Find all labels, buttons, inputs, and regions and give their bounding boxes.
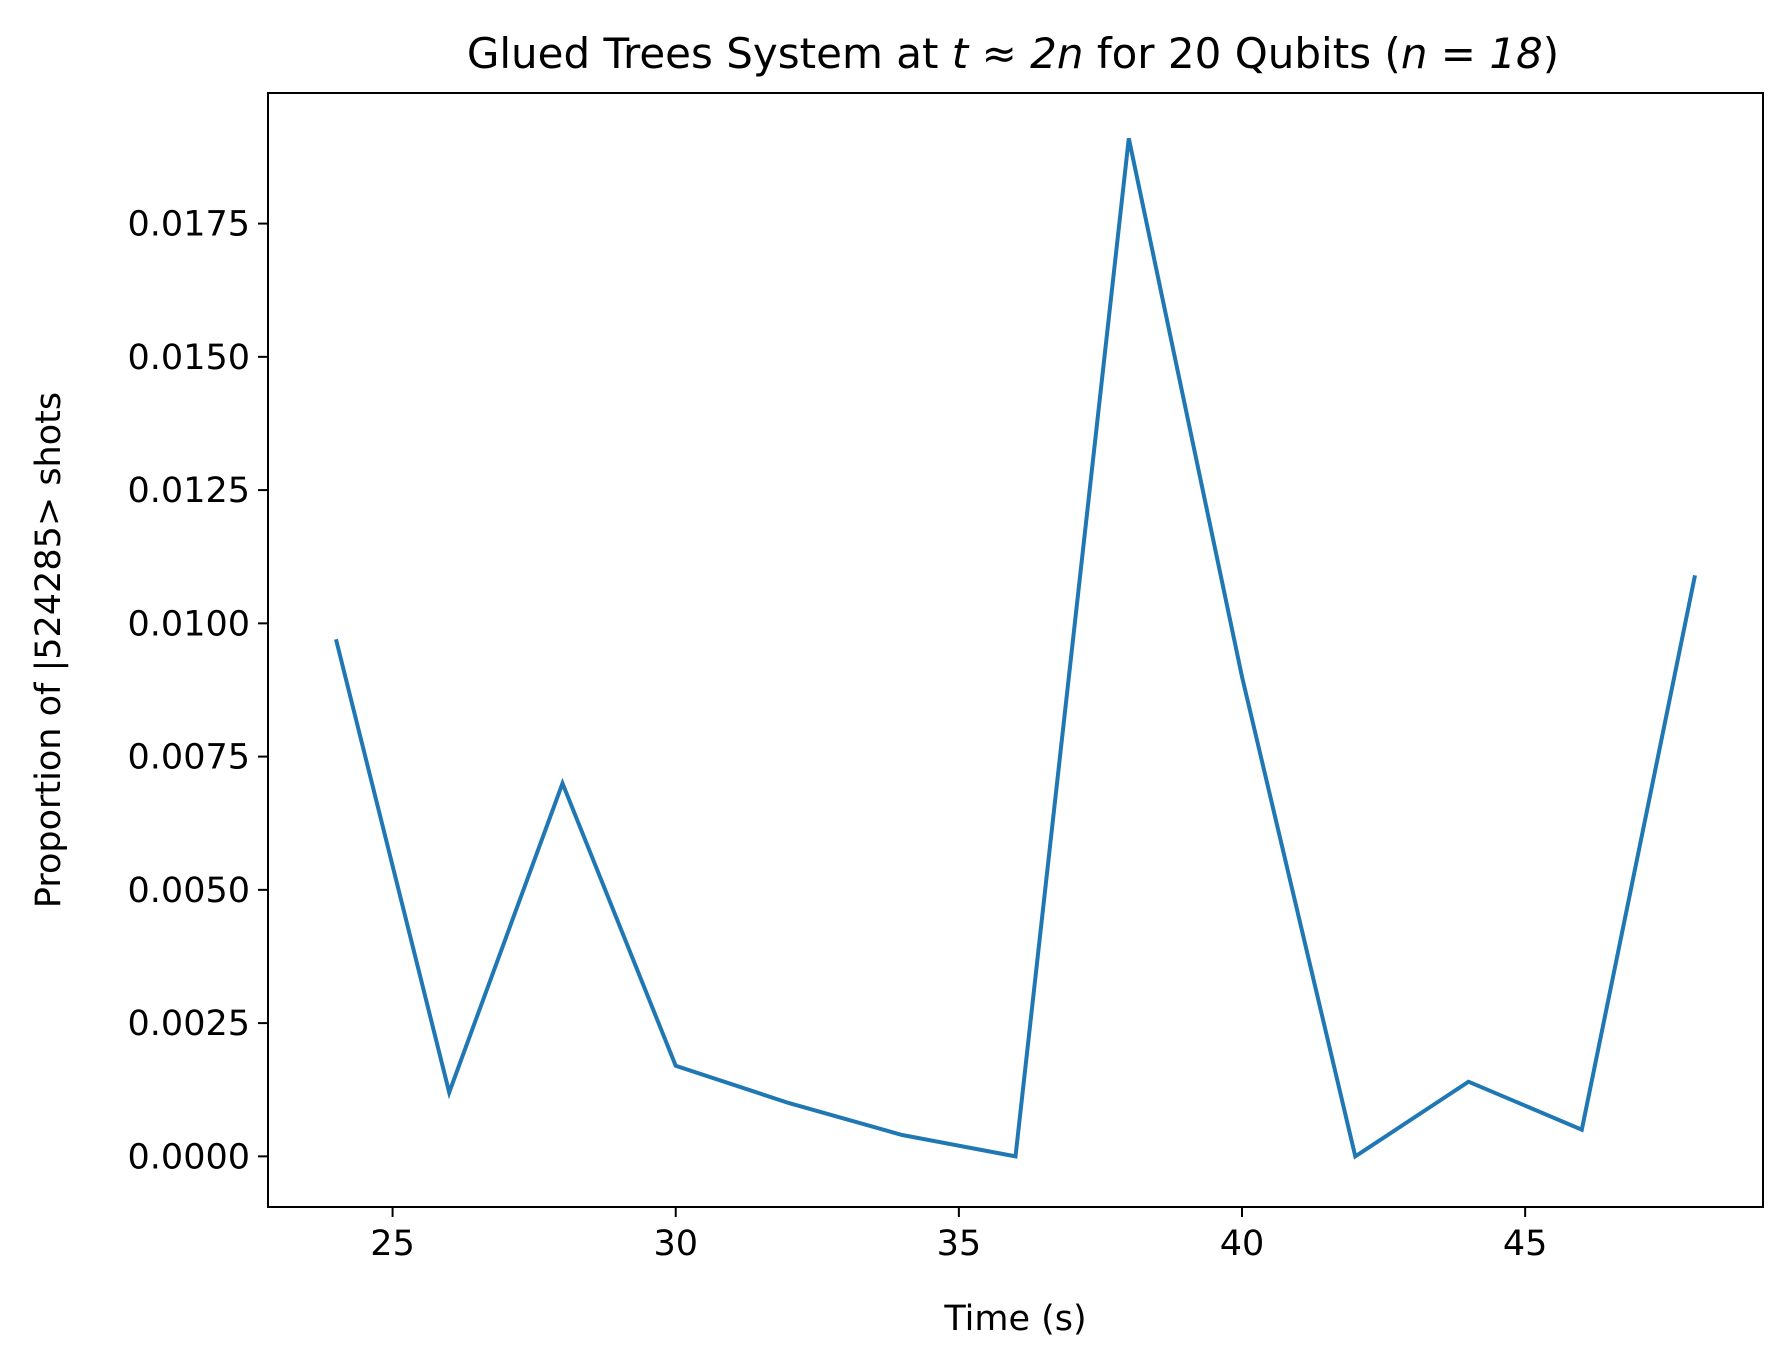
- y-axis-label: Proportion of |524285> shots: [29, 392, 69, 908]
- x-tick-label: 30: [653, 1224, 698, 1264]
- x-tick-label: 35: [937, 1224, 982, 1264]
- title-suffix: ): [1543, 29, 1559, 78]
- y-tick-label: 0.0000: [128, 1137, 250, 1177]
- y-tick-label: 0.0075: [128, 738, 250, 778]
- y-tick-label: 0.0125: [128, 471, 250, 511]
- plot-area: [334, 137, 1697, 1160]
- y-axis-ticks: 0.0000 0.0025 0.0050 0.0075 0.0100 0.0125 0.01…: [128, 205, 268, 1177]
- y-tick-label: 0.0100: [128, 604, 250, 644]
- y-tick-label: 0.0150: [128, 338, 250, 378]
- title-middle: for 20 Qubits (: [1083, 29, 1400, 78]
- series-line: [334, 137, 1697, 1160]
- x-tick-label: 25: [370, 1224, 415, 1264]
- x-axis-ticks: 25 30 35 40 45: [370, 1207, 1547, 1264]
- y-tick-label: 0.0025: [128, 1004, 250, 1044]
- plot-frame: [267, 92, 1764, 1208]
- y-tick-label: 0.0175: [128, 205, 250, 245]
- y-tick-label: 0.0050: [128, 871, 250, 911]
- x-axis-label: Time (s): [943, 1299, 1086, 1339]
- x-tick-label: 40: [1220, 1224, 1265, 1264]
- x-tick-label: 45: [1503, 1224, 1548, 1264]
- title-math-2: n = 18: [1401, 29, 1543, 78]
- title-prefix: Glued Trees System at: [467, 29, 952, 78]
- chart-title: Glued Trees System at t ≈ 2n for 20 Qubi…: [467, 29, 1559, 78]
- title-math-1: t ≈ 2n: [952, 29, 1084, 78]
